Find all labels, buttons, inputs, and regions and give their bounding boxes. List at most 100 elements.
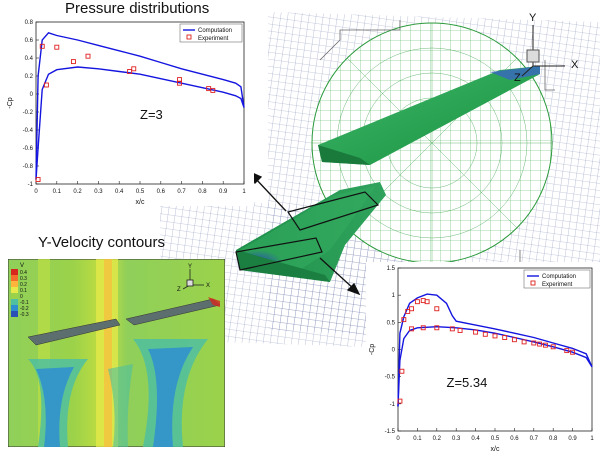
contour-axis-z-label: Z [177,287,181,293]
legend-computation-label: Computation [198,28,232,34]
y-tick-label: -0.8 [23,164,34,170]
x-tick-label: 0.7 [530,436,539,442]
legend-box [523,269,591,289]
y-tick-label: 0.8 [25,20,34,26]
legend-experiment-swatch [186,34,192,40]
cp-chart-z3: 0 0.1 0.2 0.3 0.4 0.5 0.6 0.7 0.8 0.9 1 0.8 0.6 0.4 0.… [4,16,254,206]
y-tick-label: 0.4 [25,56,34,62]
experiment-point [409,326,415,332]
experiment-point [492,333,498,339]
velocity-legend-level: 0.1 [20,288,27,294]
axis-label-z: Z [514,72,521,84]
experiment-point [550,344,556,350]
experiment-point [570,349,576,355]
experiment-point [564,348,570,354]
experiment-point [70,59,76,65]
y-tick-label: -0.4 [23,128,34,134]
x-tick-label: 1 [590,436,594,442]
experiment-point [434,325,440,331]
heading-y-velocity-contours: Y-Velocity contours [38,234,166,251]
y-tick-label: 0.5 [387,320,396,326]
experiment-point [424,299,430,305]
experiment-point [482,331,488,337]
y-axis-label: -Cp [7,97,14,108]
velocity-legend-level: 0.3 [20,276,27,282]
experiment-point [43,82,49,88]
y-tick-label: -0.2 [23,110,34,116]
legend-box [179,23,243,43]
y-tick-label: -1 [28,182,34,188]
velocity-legend-level: -0.2 [20,306,29,312]
experiment-point [511,337,517,343]
experiment-point [537,341,543,347]
y-tick-label: 0.2 [25,74,34,80]
experiment-point [399,368,405,374]
section-z-label: Z=5.34 [447,375,488,390]
x-axis-label: x/c [491,446,500,453]
experiment-point [414,299,420,305]
experiment-point [434,306,440,312]
heading-pressure-distributions: Pressure distributions [65,0,210,17]
legend-experiment-label: Experiment [198,36,229,42]
velocity-legend-level: 0 [20,294,23,300]
y-tick-label: -1 [390,402,396,408]
x-tick-label: 0 [396,436,400,442]
x-tick-label: 0.2 [433,436,442,442]
x-tick-label: 0.4 [471,436,480,442]
x-tick-label: 0.9 [568,436,577,442]
velocity-legend-level: -0.3 [20,312,29,318]
x-tick-label: 0.2 [73,189,82,195]
experiment-point [401,317,407,323]
velocity-legend-swatch [11,275,18,281]
x-tick-label: 0.1 [413,436,422,442]
experiment-point [127,69,133,74]
experiment-point [405,309,411,314]
velocity-legend-swatch [11,293,18,299]
velocity-legend-swatch [11,311,18,317]
x-tick-label: 0.8 [198,189,207,195]
experiment-point [131,66,137,72]
x-tick-label: 0.3 [94,189,103,195]
experiment-point [54,44,60,50]
velocity-legend-swatch [11,305,18,311]
arrow-to-z534-plot [319,257,361,296]
experiment-point [39,43,45,49]
velocity-legend-swatch [11,269,18,275]
velocity-legend-swatch [11,299,18,305]
experiment-point [531,340,537,346]
x-tick-label: 1 [242,189,246,195]
x-tick-label: 0.6 [157,189,166,195]
y-tick-label: 1 [392,293,396,299]
x-tick-label: 0.8 [549,436,558,442]
experiment-point [542,342,548,348]
x-tick-label: 0.1 [53,189,62,195]
experiment-point [210,87,216,93]
y-tick-label: -0.5 [385,375,396,381]
velocity-legend-level: -0.1 [20,300,29,306]
x-tick-label: 0.7 [177,189,186,195]
computation-upper-line [35,31,245,180]
experiment-point [473,329,479,335]
y-tick-label: -1.5 [385,429,396,435]
experiment-point [85,53,91,59]
section-box-z3 [287,191,380,231]
velocity-legend-swatch [11,287,18,293]
y-velocity-contour-panel: V0.40.30.20.10-0.1-0.2-0.3 Y X Z [8,259,225,447]
experiment-point [397,398,403,404]
x-tick-label: 0.5 [136,189,145,195]
x-axis-label: x/c [136,199,145,206]
axis-label-x: X [571,59,579,71]
experiment-point [177,80,182,86]
legend-experiment-label: Experiment [542,282,573,288]
experiment-point [409,306,415,312]
computation-lower-line [35,66,245,180]
experiment-point [521,339,527,345]
legend-experiment-swatch [530,280,536,286]
section-box-z534 [235,237,323,271]
cp-chart-z534: 0 0.1 0.2 0.3 0.4 0.5 0.6 0.7 0.8 0.9 1 1.5 1 0.5 0 -0.… [366,262,600,453]
velocity-legend-level: 0.2 [20,282,27,288]
computation-upper-line [397,293,593,407]
wing-upper-surface [318,66,540,165]
legend-computation-label: Computation [542,274,576,280]
